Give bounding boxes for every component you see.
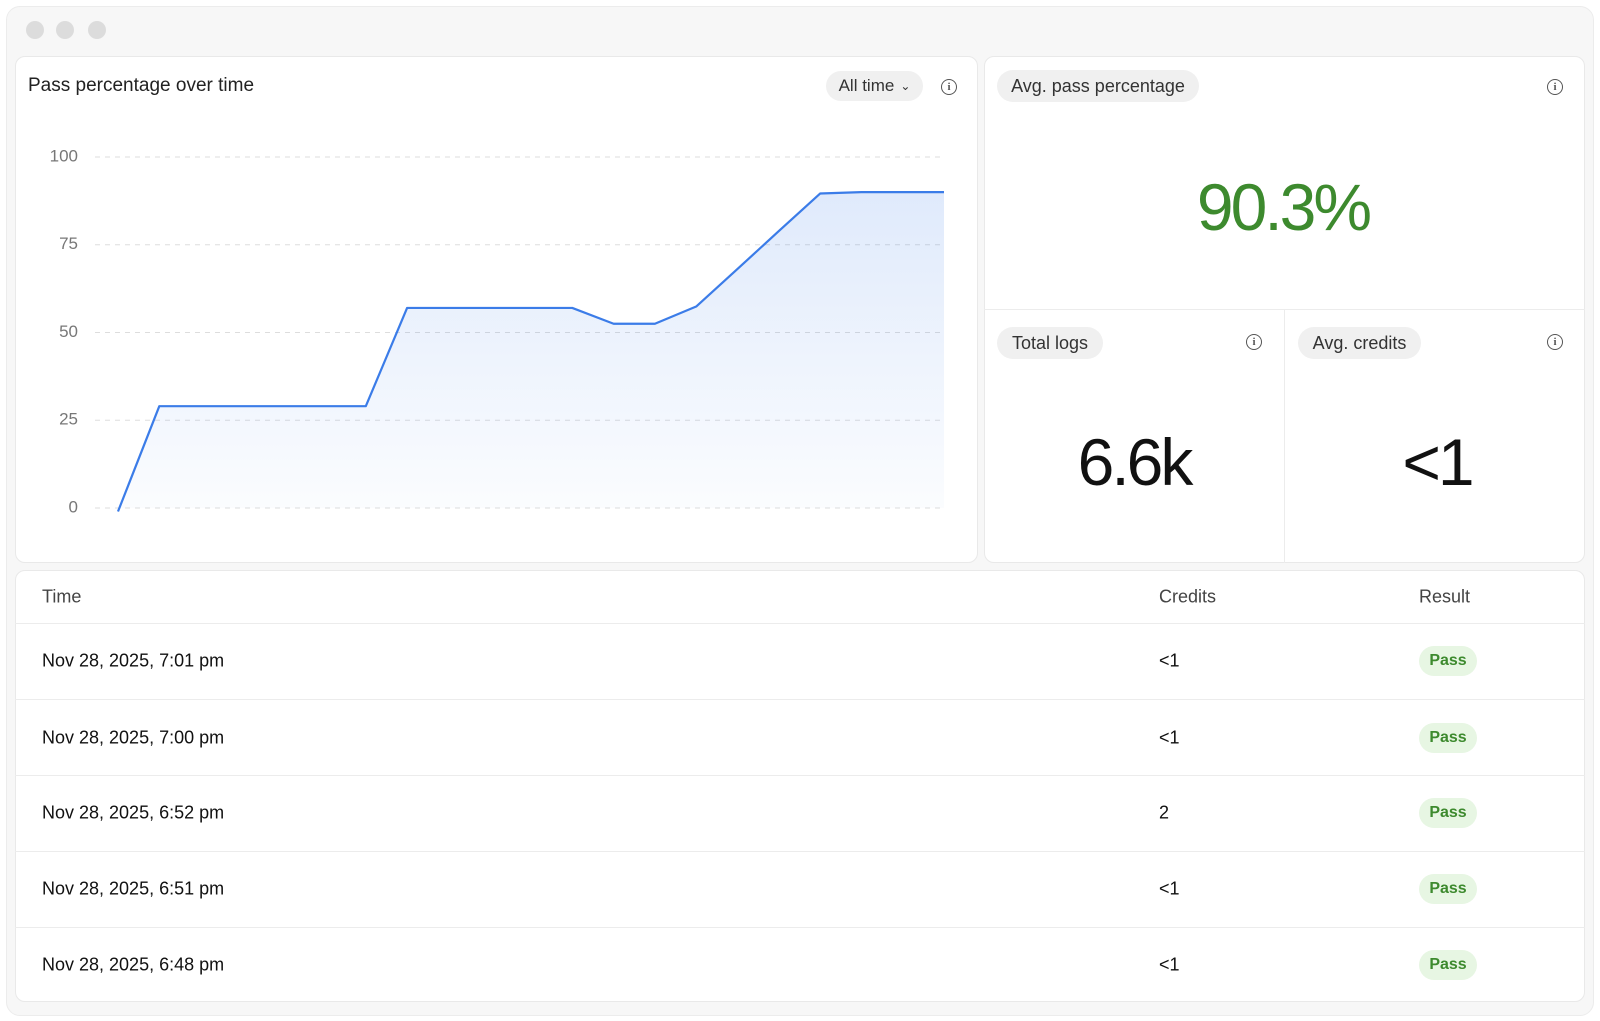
- result-badge: Pass: [1419, 950, 1477, 980]
- window-maximize[interactable]: [88, 21, 106, 39]
- stat-label: Avg. pass percentage: [997, 70, 1199, 102]
- row-divider: [15, 927, 1585, 928]
- stat-label: Total logs: [997, 327, 1103, 359]
- row-divider: [15, 623, 1585, 624]
- chart: 0 25 50 75 100: [50, 146, 944, 516]
- range-selector[interactable]: All time ⌄: [826, 71, 923, 101]
- table-cell: Nov 28, 2025, 7:00 pm: [42, 727, 225, 748]
- window-close[interactable]: [26, 21, 44, 39]
- table-cell: <1: [1159, 878, 1180, 899]
- y-tick-label: 25: [59, 410, 78, 429]
- table-cell: <1: [1159, 650, 1180, 671]
- table-cell: <1: [1159, 727, 1180, 748]
- y-tick-label: 50: [59, 322, 78, 341]
- y-tick-label: 75: [59, 234, 78, 253]
- range-label: All time: [838, 76, 895, 95]
- result-badge: Pass: [1419, 723, 1477, 753]
- row-divider: [15, 775, 1585, 776]
- chevron: ⌄: [900, 79, 911, 93]
- stat-value: <1: [1402, 425, 1474, 499]
- info-icon[interactable]: i: [941, 79, 957, 95]
- table-cell: 2: [1159, 802, 1170, 823]
- table-cell: Nov 28, 2025, 6:48 pm: [42, 954, 225, 975]
- result-badge: Pass: [1419, 874, 1477, 904]
- info-icon[interactable]: i: [1246, 334, 1262, 350]
- column-header: Result: [1419, 586, 1471, 607]
- stat-value: 6.6k: [1077, 425, 1194, 499]
- divider: [1284, 309, 1285, 563]
- result-badge: Pass: [1419, 646, 1477, 676]
- chart-title: Pass percentage over time: [28, 75, 255, 96]
- column-header: Time: [42, 586, 82, 607]
- y-tick-label: 0: [69, 497, 78, 516]
- stat-value: 90.3%: [1196, 170, 1372, 244]
- table-cell: Nov 28, 2025, 7:01 pm: [42, 650, 225, 671]
- stat-label: Avg. credits: [1298, 327, 1421, 359]
- column-header: Credits: [1159, 586, 1217, 607]
- table-card: [15, 570, 1585, 1002]
- line: [116, 191, 944, 512]
- info-icon[interactable]: i: [1547, 334, 1563, 350]
- y-tick-label: 100: [50, 146, 78, 165]
- row-divider: [15, 851, 1585, 852]
- result-badge: Pass: [1419, 798, 1477, 828]
- info-icon[interactable]: i: [1547, 79, 1563, 95]
- table-cell: Nov 28, 2025, 6:51 pm: [42, 878, 225, 899]
- window-minimize[interactable]: [56, 21, 74, 39]
- table-cell: Nov 28, 2025, 6:52 pm: [42, 802, 225, 823]
- table-cell: <1: [1159, 954, 1180, 975]
- row-divider: [15, 699, 1585, 700]
- area: [118, 192, 944, 512]
